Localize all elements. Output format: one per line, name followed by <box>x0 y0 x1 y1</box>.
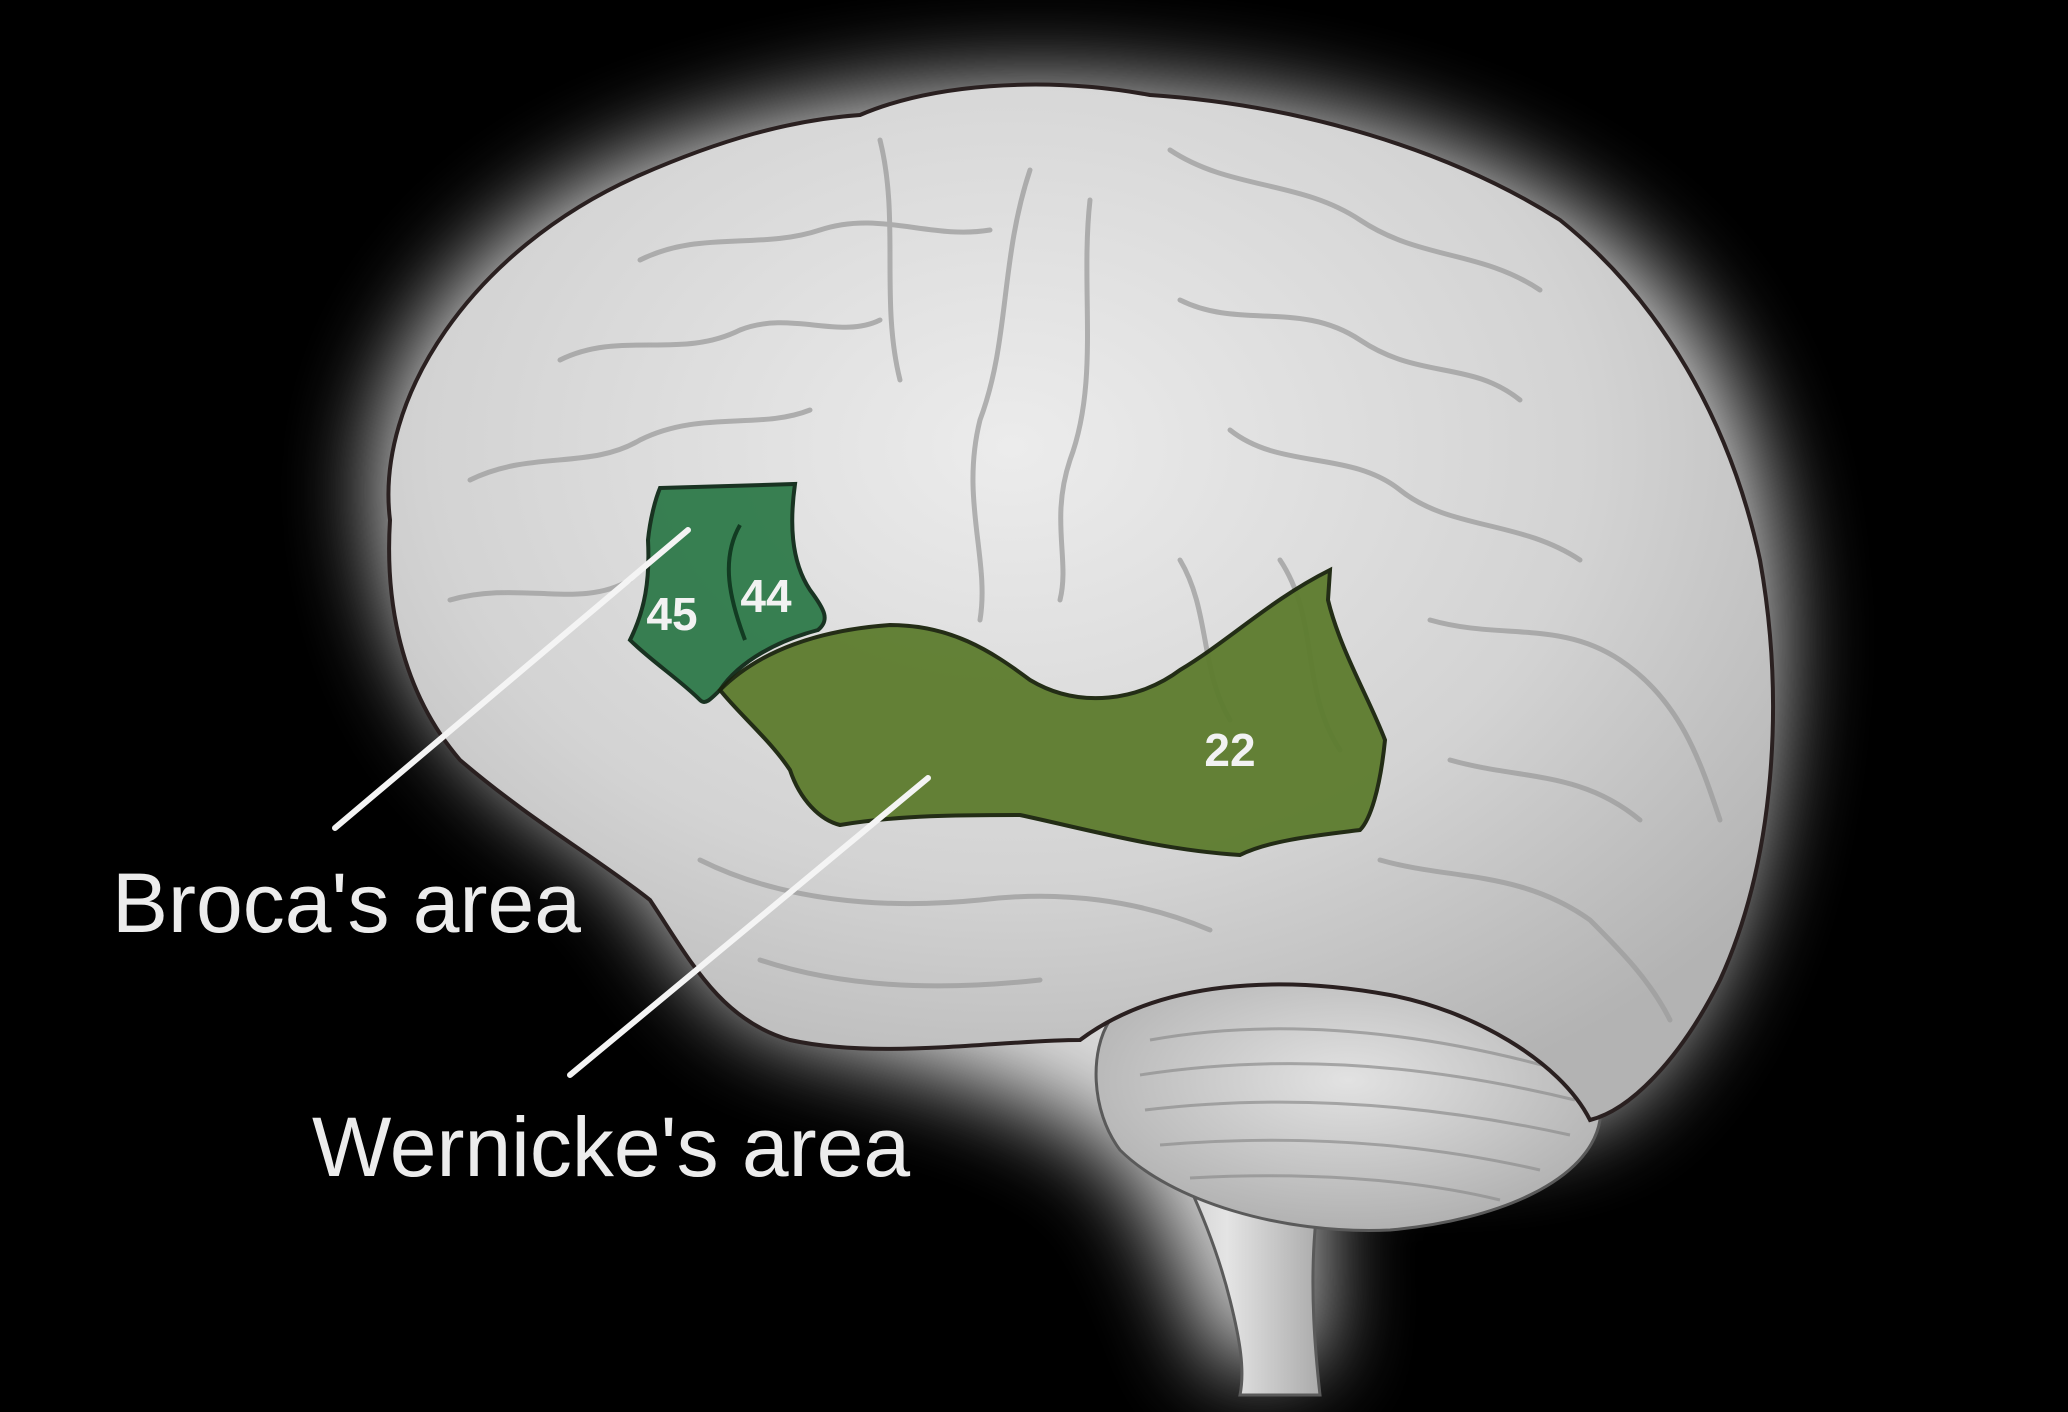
broca-callout-line <box>332 527 691 831</box>
cerebrum <box>386 82 1775 1123</box>
broca-subdivision-line <box>726 524 747 641</box>
area-number-22: 22 <box>1204 724 1255 776</box>
wernicke-callout-line <box>567 775 931 1078</box>
cerebellum-folds <box>1139 1027 1576 1202</box>
cortex-folds <box>447 137 1723 1023</box>
wernicke-area-label: Wernicke's area <box>312 1100 910 1194</box>
wernicke-area-region <box>717 566 1388 858</box>
area-number-44: 44 <box>740 570 792 622</box>
broca-area-label: Broca's area <box>112 856 581 950</box>
area-number-45: 45 <box>646 588 697 640</box>
